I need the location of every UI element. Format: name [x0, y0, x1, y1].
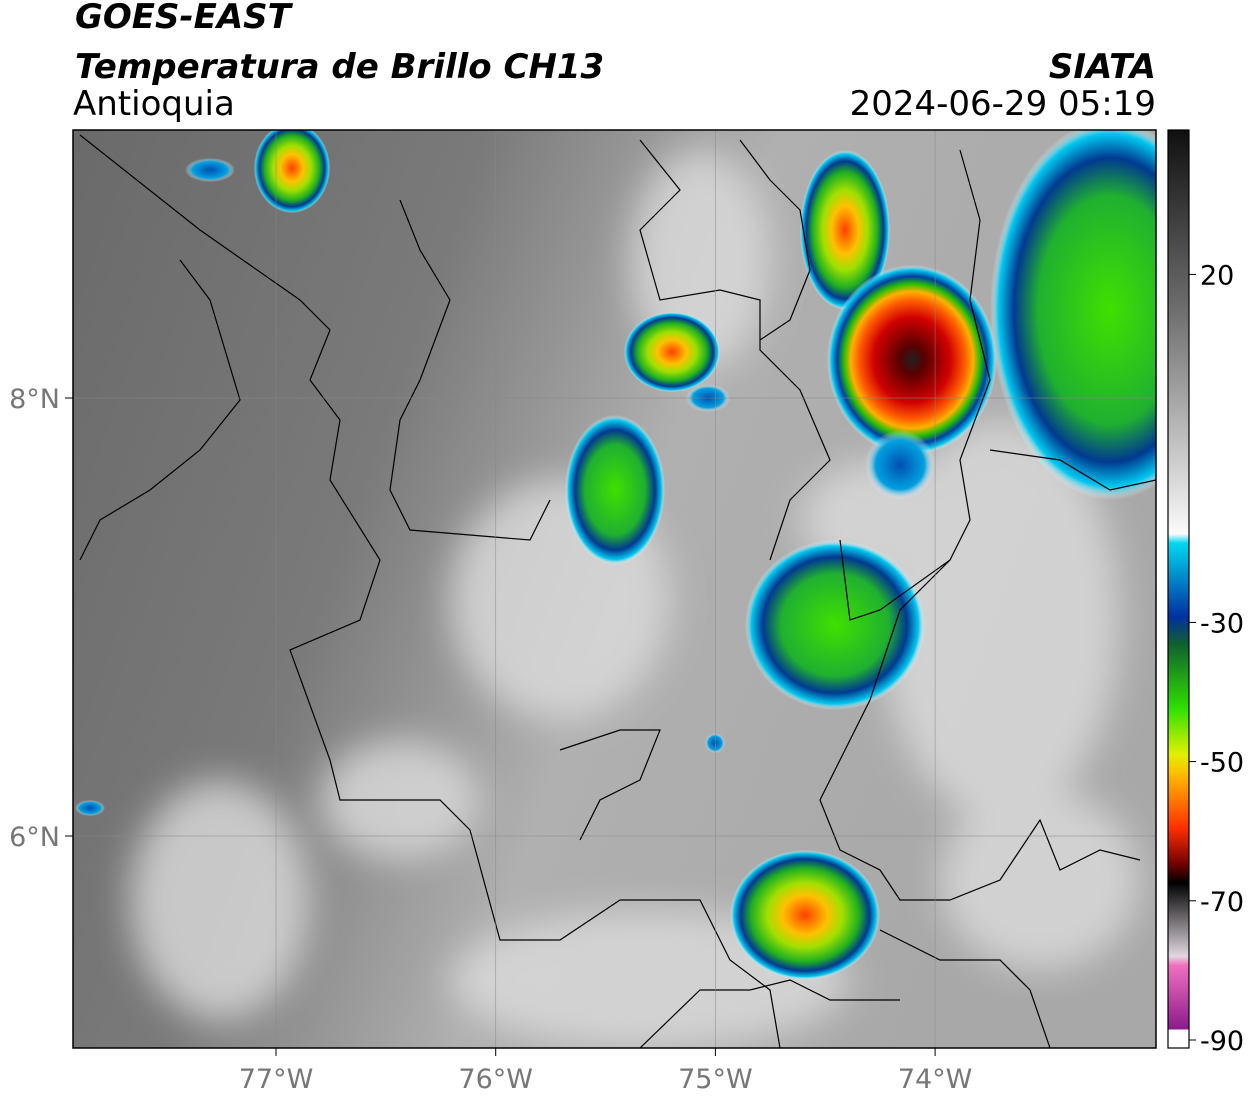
- satellite: GOES-EAST: [75, 0, 294, 37]
- colorbar-tick-label: -70: [1200, 887, 1244, 918]
- colorbar-tick-label: 20: [1200, 260, 1234, 291]
- colorbar-tick-label: -50: [1200, 748, 1244, 779]
- colorbar-tick-label: -30: [1200, 608, 1244, 639]
- colorbar-tick-label: -90: [1200, 1026, 1244, 1057]
- colorbar: [1167, 129, 1190, 1049]
- graticule: [73, 130, 1156, 1048]
- source: SIATA: [1049, 47, 1156, 87]
- y-tick-label: 8°N: [9, 384, 60, 415]
- region: Antioquia: [73, 84, 235, 124]
- y-tick-label: 6°N: [9, 822, 60, 853]
- x-tick-label: 74°W: [898, 1064, 973, 1095]
- satellite-image: [73, 130, 1156, 1048]
- x-tick-label: 76°W: [458, 1064, 533, 1095]
- product: Temperatura de Brillo CH13: [75, 47, 604, 87]
- x-tick-label: 75°W: [678, 1064, 753, 1095]
- x-tick-label: 77°W: [239, 1064, 314, 1095]
- timestamp: 2024-06-29 05:19: [850, 84, 1156, 124]
- map-frame: [72, 129, 1157, 1049]
